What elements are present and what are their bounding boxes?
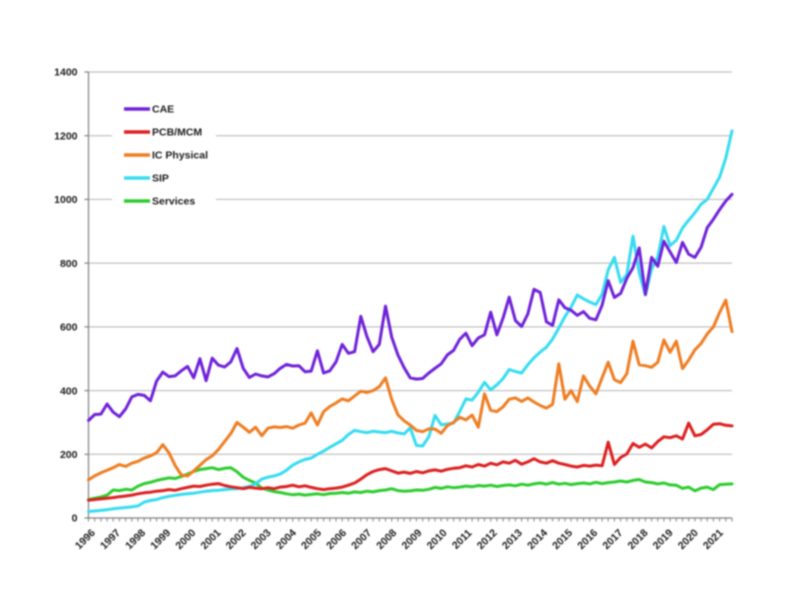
svg-text:200: 200 xyxy=(60,449,78,461)
svg-text:CAE: CAE xyxy=(152,104,174,116)
svg-text:IC Physical: IC Physical xyxy=(152,150,208,162)
svg-text:0: 0 xyxy=(72,513,78,525)
svg-text:1200: 1200 xyxy=(54,130,78,142)
svg-text:600: 600 xyxy=(60,322,78,334)
svg-text:PCB/MCM: PCB/MCM xyxy=(152,127,202,139)
svg-text:400: 400 xyxy=(60,385,78,397)
svg-text:SIP: SIP xyxy=(152,173,169,185)
svg-text:1400: 1400 xyxy=(54,67,78,79)
svg-text:800: 800 xyxy=(60,258,78,270)
svg-text:Services: Services xyxy=(152,196,195,208)
svg-text:1000: 1000 xyxy=(54,194,78,206)
